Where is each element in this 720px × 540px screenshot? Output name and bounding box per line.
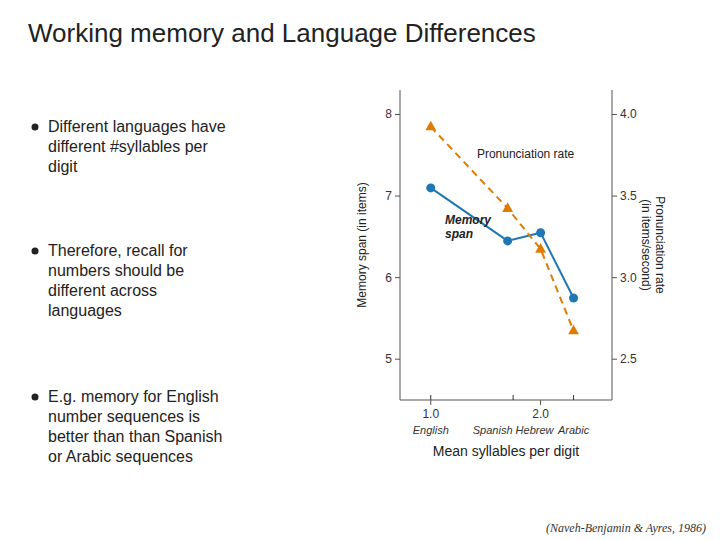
annotation: Pronunciation rate xyxy=(477,147,575,161)
language-tick xyxy=(513,395,514,400)
text-line: Therefore, recall for xyxy=(48,242,188,259)
point xyxy=(503,236,512,245)
bullet-dot xyxy=(32,248,39,255)
point xyxy=(536,228,545,237)
y2-tick-label: 2.5 xyxy=(620,352,637,366)
point xyxy=(569,294,578,303)
y2-axis-line xyxy=(612,90,613,400)
text-line: Pronunciation rate xyxy=(477,147,575,161)
bullet-text: E.g. memory for English number sequences … xyxy=(48,388,222,465)
text-line: or Arabic sequences xyxy=(48,448,193,465)
y-axis-label: Memory span (in items) xyxy=(355,182,369,307)
point xyxy=(425,121,436,131)
y-tick-label: 6 xyxy=(385,271,392,285)
text-line: Different languages have xyxy=(48,118,226,135)
series-line xyxy=(431,188,574,298)
x-tick xyxy=(430,400,431,405)
language-tick xyxy=(430,395,431,400)
y-tick xyxy=(395,277,400,278)
y-tick-label: 5 xyxy=(385,352,392,366)
language-label: English xyxy=(413,424,449,436)
text-line: better than than Spanish xyxy=(48,428,222,445)
x-tick-label: 2.0 xyxy=(532,407,549,421)
point xyxy=(426,183,435,192)
point xyxy=(502,202,513,212)
x-axis-line xyxy=(400,400,612,401)
y-axis-line xyxy=(400,90,401,400)
bullet-text: Different languages have different #sylla… xyxy=(48,118,226,175)
chart: Working memory and Language Differences D… xyxy=(0,0,720,540)
language-label: Arabic xyxy=(557,424,590,436)
background xyxy=(0,0,720,540)
text-line: Memory span (in items) xyxy=(355,182,369,307)
y-tick-label: 8 xyxy=(385,107,392,121)
citation: (Naveh-Benjamin & Ayres, 1986) xyxy=(546,521,706,535)
y2-axis-label: Pronunciation rate(in items/second) xyxy=(639,196,667,294)
text-line: number sequences is xyxy=(48,408,200,425)
y2-tick-label: 3.5 xyxy=(620,189,637,203)
bullet-dot xyxy=(32,124,39,131)
text-line: span xyxy=(445,227,473,241)
title: Working memory and Language Differences xyxy=(28,18,536,48)
text-line: different #syllables per xyxy=(48,138,208,155)
x-tick xyxy=(540,400,541,405)
y2-tick xyxy=(612,114,617,115)
y2-tick-label: 4.0 xyxy=(620,107,637,121)
text-line: E.g. memory for English xyxy=(48,388,219,405)
plot-area xyxy=(425,121,579,335)
text-line: digit xyxy=(48,158,78,175)
y2-tick xyxy=(612,359,617,360)
y2-tick xyxy=(612,196,617,197)
language-tick xyxy=(573,395,574,400)
text-line: (in items/second) xyxy=(639,199,653,290)
axes: 5 6 7 8 2.5 3.0 3.5 4.0 1.0 2.0 English Spanish Heb… xyxy=(385,90,637,436)
x-tick-label: 1.0 xyxy=(422,407,439,421)
y-tick xyxy=(395,114,400,115)
bullet-dot xyxy=(32,394,39,401)
text-line: numbers should be xyxy=(48,262,184,279)
text-line: Pronunciation rate xyxy=(653,196,667,294)
x-axis-label: Mean syllables per digit xyxy=(433,443,579,459)
y-tick xyxy=(395,196,400,197)
y2-tick xyxy=(612,277,617,278)
text-line: different across xyxy=(48,282,157,299)
point xyxy=(568,325,579,335)
annotation: Memoryspan xyxy=(445,213,492,241)
y2-tick-label: 3.0 xyxy=(620,271,637,285)
text-line: languages xyxy=(48,302,122,319)
bullet-text: Therefore, recall for numbers should be di… xyxy=(48,242,188,319)
y-tick-label: 7 xyxy=(385,189,392,203)
text-line: Memory xyxy=(445,213,492,227)
y-tick xyxy=(395,359,400,360)
point xyxy=(535,243,546,253)
language-label: Spanish Hebrew xyxy=(473,424,555,436)
